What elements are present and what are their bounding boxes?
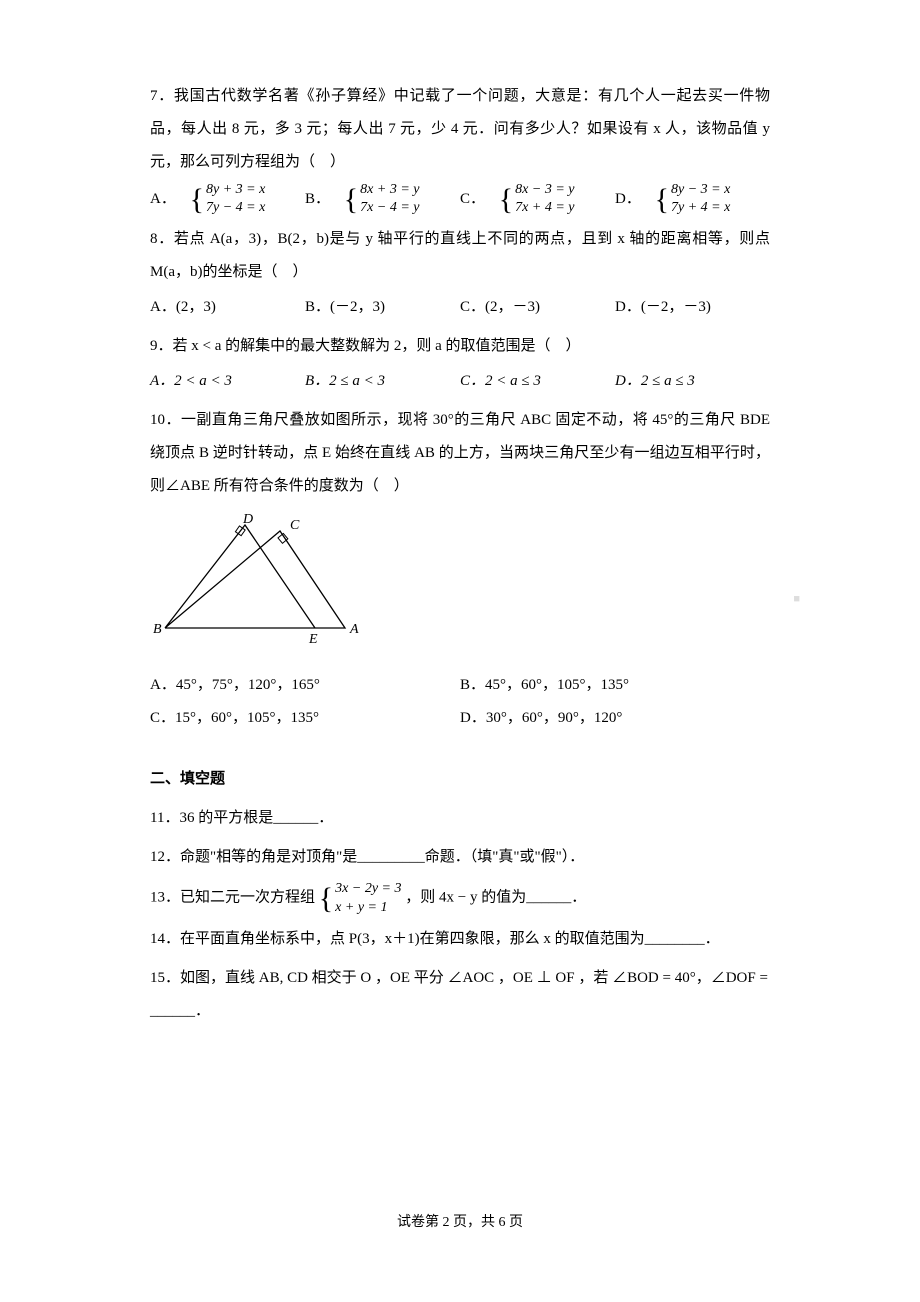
left-brace-icon: { [190, 186, 204, 213]
brace-equation: { 8x − 3 = y 7x + 4 = y [499, 181, 575, 217]
question-13: 13．已知二元一次方程组 { 3x − 2y = 3 x + y = 1 ，则 … [150, 880, 770, 916]
svg-text:E: E [308, 632, 318, 647]
q9-options: A．2 < a < 3 B．2 ≤ a < 3 C．2 < a ≤ 3 D．2 … [150, 365, 770, 398]
left-brace-icon: { [499, 186, 513, 213]
triangle-diagram: D C B E A ■ [150, 513, 770, 661]
question-14: 14．在平面直角坐标系中，点 P(3，x＋1)在第四象限，那么 x 的取值范围为… [150, 923, 770, 956]
q14-text: 14．在平面直角坐标系中，点 P(3，x＋1)在第四象限，那么 x 的取值范围为… [150, 931, 720, 947]
q15-p2: ______． [150, 995, 770, 1028]
q7-opt-b: B． { 8x + 3 = y 7x − 4 = y [305, 181, 460, 217]
question-15: 15．如图，直线 AB, CD 相交于 O ，OE 平分 ∠AOC ，OE ⊥ … [150, 962, 770, 1028]
watermark-icon: ■ [793, 587, 800, 611]
question-12: 12．命题"相等的角是对顶角"是_________命题．（填"真"或"假"）． [150, 841, 770, 874]
brace-equation: { 8y + 3 = x 7y − 4 = x [190, 181, 266, 217]
q8-opt-d: D．(－2，－3) [615, 291, 770, 324]
svg-text:D: D [242, 513, 253, 527]
brace-equation: { 3x − 2y = 3 x + y = 1 [319, 880, 402, 916]
q9-opt-b: B．2 ≤ a < 3 [305, 365, 460, 398]
left-brace-icon: { [655, 186, 669, 213]
q10-text: 10．一副直角三角尺叠放如图所示，现将 30°的三角尺 ABC 固定不动，将 4… [150, 404, 770, 503]
brace-equation: { 8x + 3 = y 7x − 4 = y [344, 181, 420, 217]
q11-text: 11．36 的平方根是______． [150, 810, 333, 826]
question-7: 7．我国古代数学名著《孙子算经》中记载了一个问题，大意是：有几个人一起去买一件物… [150, 80, 770, 217]
q8-text: 8．若点 A(a，3)，B(2，b)是与 y 轴平行的直线上不同的两点，且到 x… [150, 223, 770, 289]
q10-opt-c: C．15°，60°，105°，135° [150, 702, 460, 735]
q8-options: A．(2，3) B．(－2，3) C．(2，－3) D．(－2，－3) [150, 291, 770, 324]
q13-p2: ，则 4x − y 的值为______． [405, 890, 586, 906]
q10-options: A．45°，75°，120°，165° B．45°，60°，105°，135° … [150, 669, 770, 735]
svg-text:A: A [349, 622, 359, 637]
q10-opt-d: D．30°，60°，90°，120° [460, 702, 770, 735]
question-10: 10．一副直角三角尺叠放如图所示，现将 30°的三角尺 ABC 固定不动，将 4… [150, 404, 770, 735]
q10-opt-b: B．45°，60°，105°，135° [460, 669, 770, 702]
q13-p1: 13．已知二元一次方程组 [150, 890, 315, 906]
q15-p1: 15．如图，直线 AB, CD 相交于 O ，OE 平分 ∠AOC ，OE ⊥ … [150, 962, 770, 995]
question-9: 9．若 x < a 的解集中的最大整数解为 2，则 a 的取值范围是（ ） A．… [150, 330, 770, 398]
brace-equation: { 8y − 3 = x 7y + 4 = x [655, 181, 731, 217]
page-footer: 试卷第 2 页，共 6 页 [150, 1208, 770, 1239]
q8-opt-b: B．(－2，3) [305, 291, 460, 324]
q10-opt-a: A．45°，75°，120°，165° [150, 669, 460, 702]
q9-opt-a: A．2 < a < 3 [150, 365, 305, 398]
q8-opt-a: A．(2，3) [150, 291, 305, 324]
q9-text: 9．若 x < a 的解集中的最大整数解为 2，则 a 的取值范围是（ ） [150, 330, 770, 363]
q12-text: 12．命题"相等的角是对顶角"是_________命题．（填"真"或"假"）． [150, 849, 584, 865]
left-brace-icon: { [319, 885, 333, 912]
svg-text:B: B [153, 622, 162, 637]
q9-opt-c: C．2 < a ≤ 3 [460, 365, 615, 398]
section-2-header: 二、填空题 [150, 763, 770, 796]
geometry-figure-icon: D C B E A [150, 513, 380, 648]
q8-opt-c: C．(2，－3) [460, 291, 615, 324]
q9-opt-d: D．2 ≤ a ≤ 3 [615, 365, 770, 398]
q7-options: A． { 8y + 3 = x 7y − 4 = x B． { 8x + 3 =… [150, 181, 770, 217]
left-brace-icon: { [344, 186, 358, 213]
q7-opt-a: A． { 8y + 3 = x 7y − 4 = x [150, 181, 305, 217]
q7-opt-d: D． { 8y − 3 = x 7y + 4 = x [615, 181, 770, 217]
svg-text:C: C [290, 518, 300, 533]
q7-opt-c: C． { 8x − 3 = y 7x + 4 = y [460, 181, 615, 217]
question-8: 8．若点 A(a，3)，B(2，b)是与 y 轴平行的直线上不同的两点，且到 x… [150, 223, 770, 324]
q7-text: 7．我国古代数学名著《孙子算经》中记载了一个问题，大意是：有几个人一起去买一件物… [150, 80, 770, 179]
question-11: 11．36 的平方根是______． [150, 802, 770, 835]
